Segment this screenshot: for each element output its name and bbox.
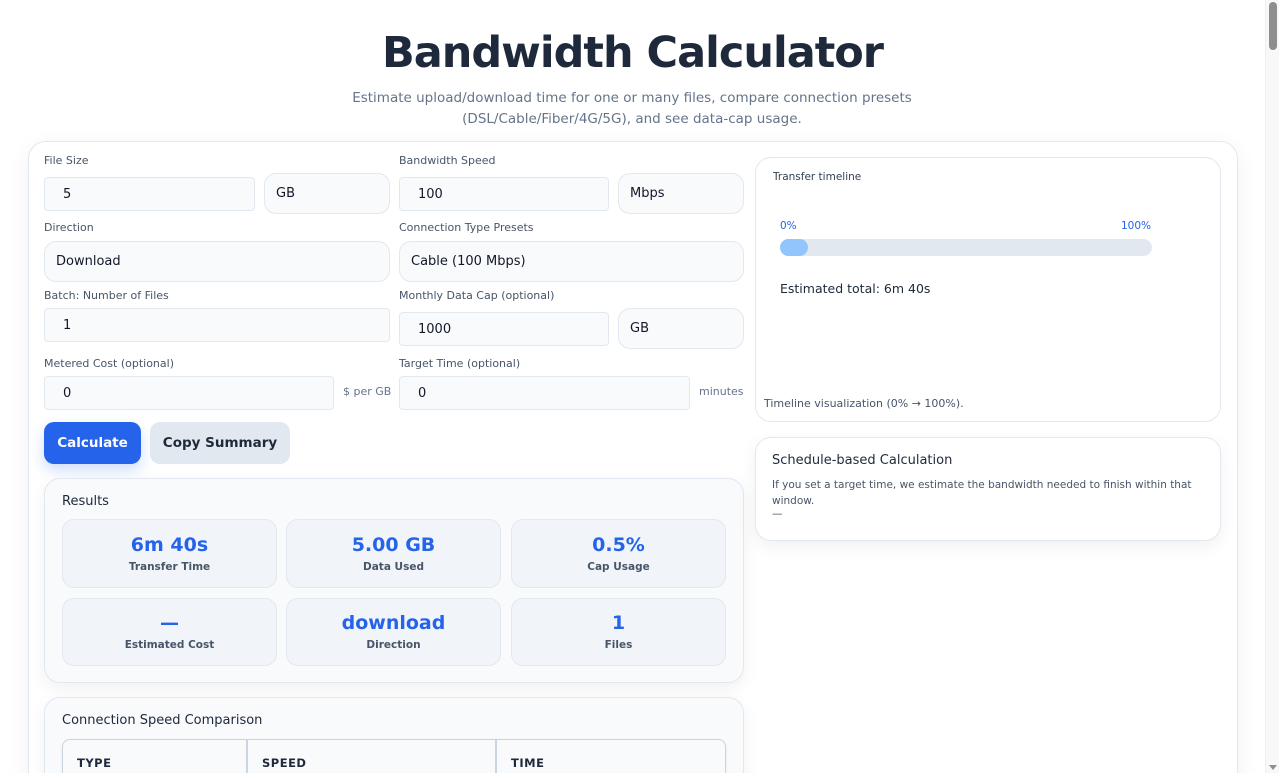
schedule-title: Schedule-based Calculation <box>772 453 953 468</box>
schedule-result: — <box>772 508 783 520</box>
connection-preset-select[interactable]: Cable (100 Mbps) <box>399 241 744 282</box>
bandwidth-unit-select[interactable]: Mbps <box>618 173 744 214</box>
stat-value: download <box>341 612 446 634</box>
data-cap-input[interactable]: 1000 <box>399 312 609 346</box>
stat-direction: download Direction <box>286 598 501 666</box>
comparison-title: Connection Speed Comparison <box>62 713 263 728</box>
metered-cost-input[interactable]: 0 <box>44 376 334 410</box>
metered-cost-label: Metered Cost (optional) <box>44 357 174 370</box>
data-cap-unit-select[interactable]: GB <box>618 308 744 349</box>
timeline-end-label: 100% <box>1121 220 1152 232</box>
timeline-title: Transfer timeline <box>773 171 862 183</box>
column-header-type: TYPE <box>63 740 248 773</box>
file-size-unit-select[interactable]: GB <box>264 173 390 214</box>
stat-label: Cap Usage <box>587 561 650 573</box>
file-size-input[interactable]: 5 <box>44 177 255 211</box>
stat-files: 1 Files <box>511 598 726 666</box>
scroll-down-arrow-icon[interactable] <box>1269 765 1277 770</box>
timeline-progress-bar <box>780 239 1152 256</box>
batch-label: Batch: Number of Files <box>44 289 169 302</box>
timeline-start-label: 0% <box>780 220 797 232</box>
page-scrollbar[interactable] <box>1265 0 1279 773</box>
stat-estimated-cost: — Estimated Cost <box>62 598 277 666</box>
comparison-table: TYPE SPEED TIME <box>62 739 726 773</box>
timeline-caption: Timeline visualization (0% → 100%). <box>764 397 964 410</box>
schedule-card <box>755 437 1221 541</box>
scrollbar-thumb[interactable] <box>1269 2 1277 50</box>
direction-label: Direction <box>44 221 94 234</box>
stat-value: — <box>160 612 179 634</box>
bandwidth-label: Bandwidth Speed <box>399 154 496 167</box>
target-time-unit: minutes <box>699 385 744 398</box>
page-subtitle: Estimate upload/download time for one or… <box>352 90 912 127</box>
schedule-description: If you set a target time, we estimate th… <box>772 479 1192 507</box>
file-size-label: File Size <box>44 154 89 167</box>
stat-label: Transfer Time <box>128 561 211 573</box>
stat-data-used: 5.00 GB Data Used <box>286 519 501 588</box>
batch-files-input[interactable]: 1 <box>44 308 390 342</box>
direction-select[interactable]: Download <box>44 241 390 282</box>
bandwidth-input[interactable]: 100 <box>399 177 609 211</box>
preset-label: Connection Type Presets <box>399 221 534 234</box>
timeline-progress-fill <box>780 239 808 256</box>
column-header-time: TIME <box>511 756 545 770</box>
page-title: Bandwidth Calculator <box>381 28 884 78</box>
metered-cost-unit: $ per GB <box>343 385 392 398</box>
stat-cap-usage: 0.5% Cap Usage <box>511 519 726 588</box>
calculate-button[interactable]: Calculate <box>44 422 141 464</box>
target-time-label: Target Time (optional) <box>399 357 521 370</box>
results-title: Results <box>62 494 109 509</box>
stat-transfer-time: 6m 40s Transfer Time <box>62 519 277 588</box>
stat-label: Estimated Cost <box>124 639 215 651</box>
column-header-speed: SPEED <box>248 740 497 773</box>
stat-label: Direction <box>366 639 421 651</box>
stat-value: 5.00 GB <box>351 534 436 556</box>
stat-label: Files <box>604 639 633 651</box>
timeline-estimate: Estimated total: 6m 40s <box>780 281 931 296</box>
copy-summary-button[interactable]: Copy Summary <box>150 422 290 464</box>
target-time-input[interactable]: 0 <box>399 376 690 410</box>
stat-value: 6m 40s <box>130 534 209 556</box>
stat-value: 0.5% <box>592 534 645 556</box>
data-cap-label: Monthly Data Cap (optional) <box>399 289 555 302</box>
stat-label: Data Used <box>363 561 424 573</box>
timeline-card <box>755 157 1221 422</box>
stat-value: 1 <box>611 612 626 634</box>
